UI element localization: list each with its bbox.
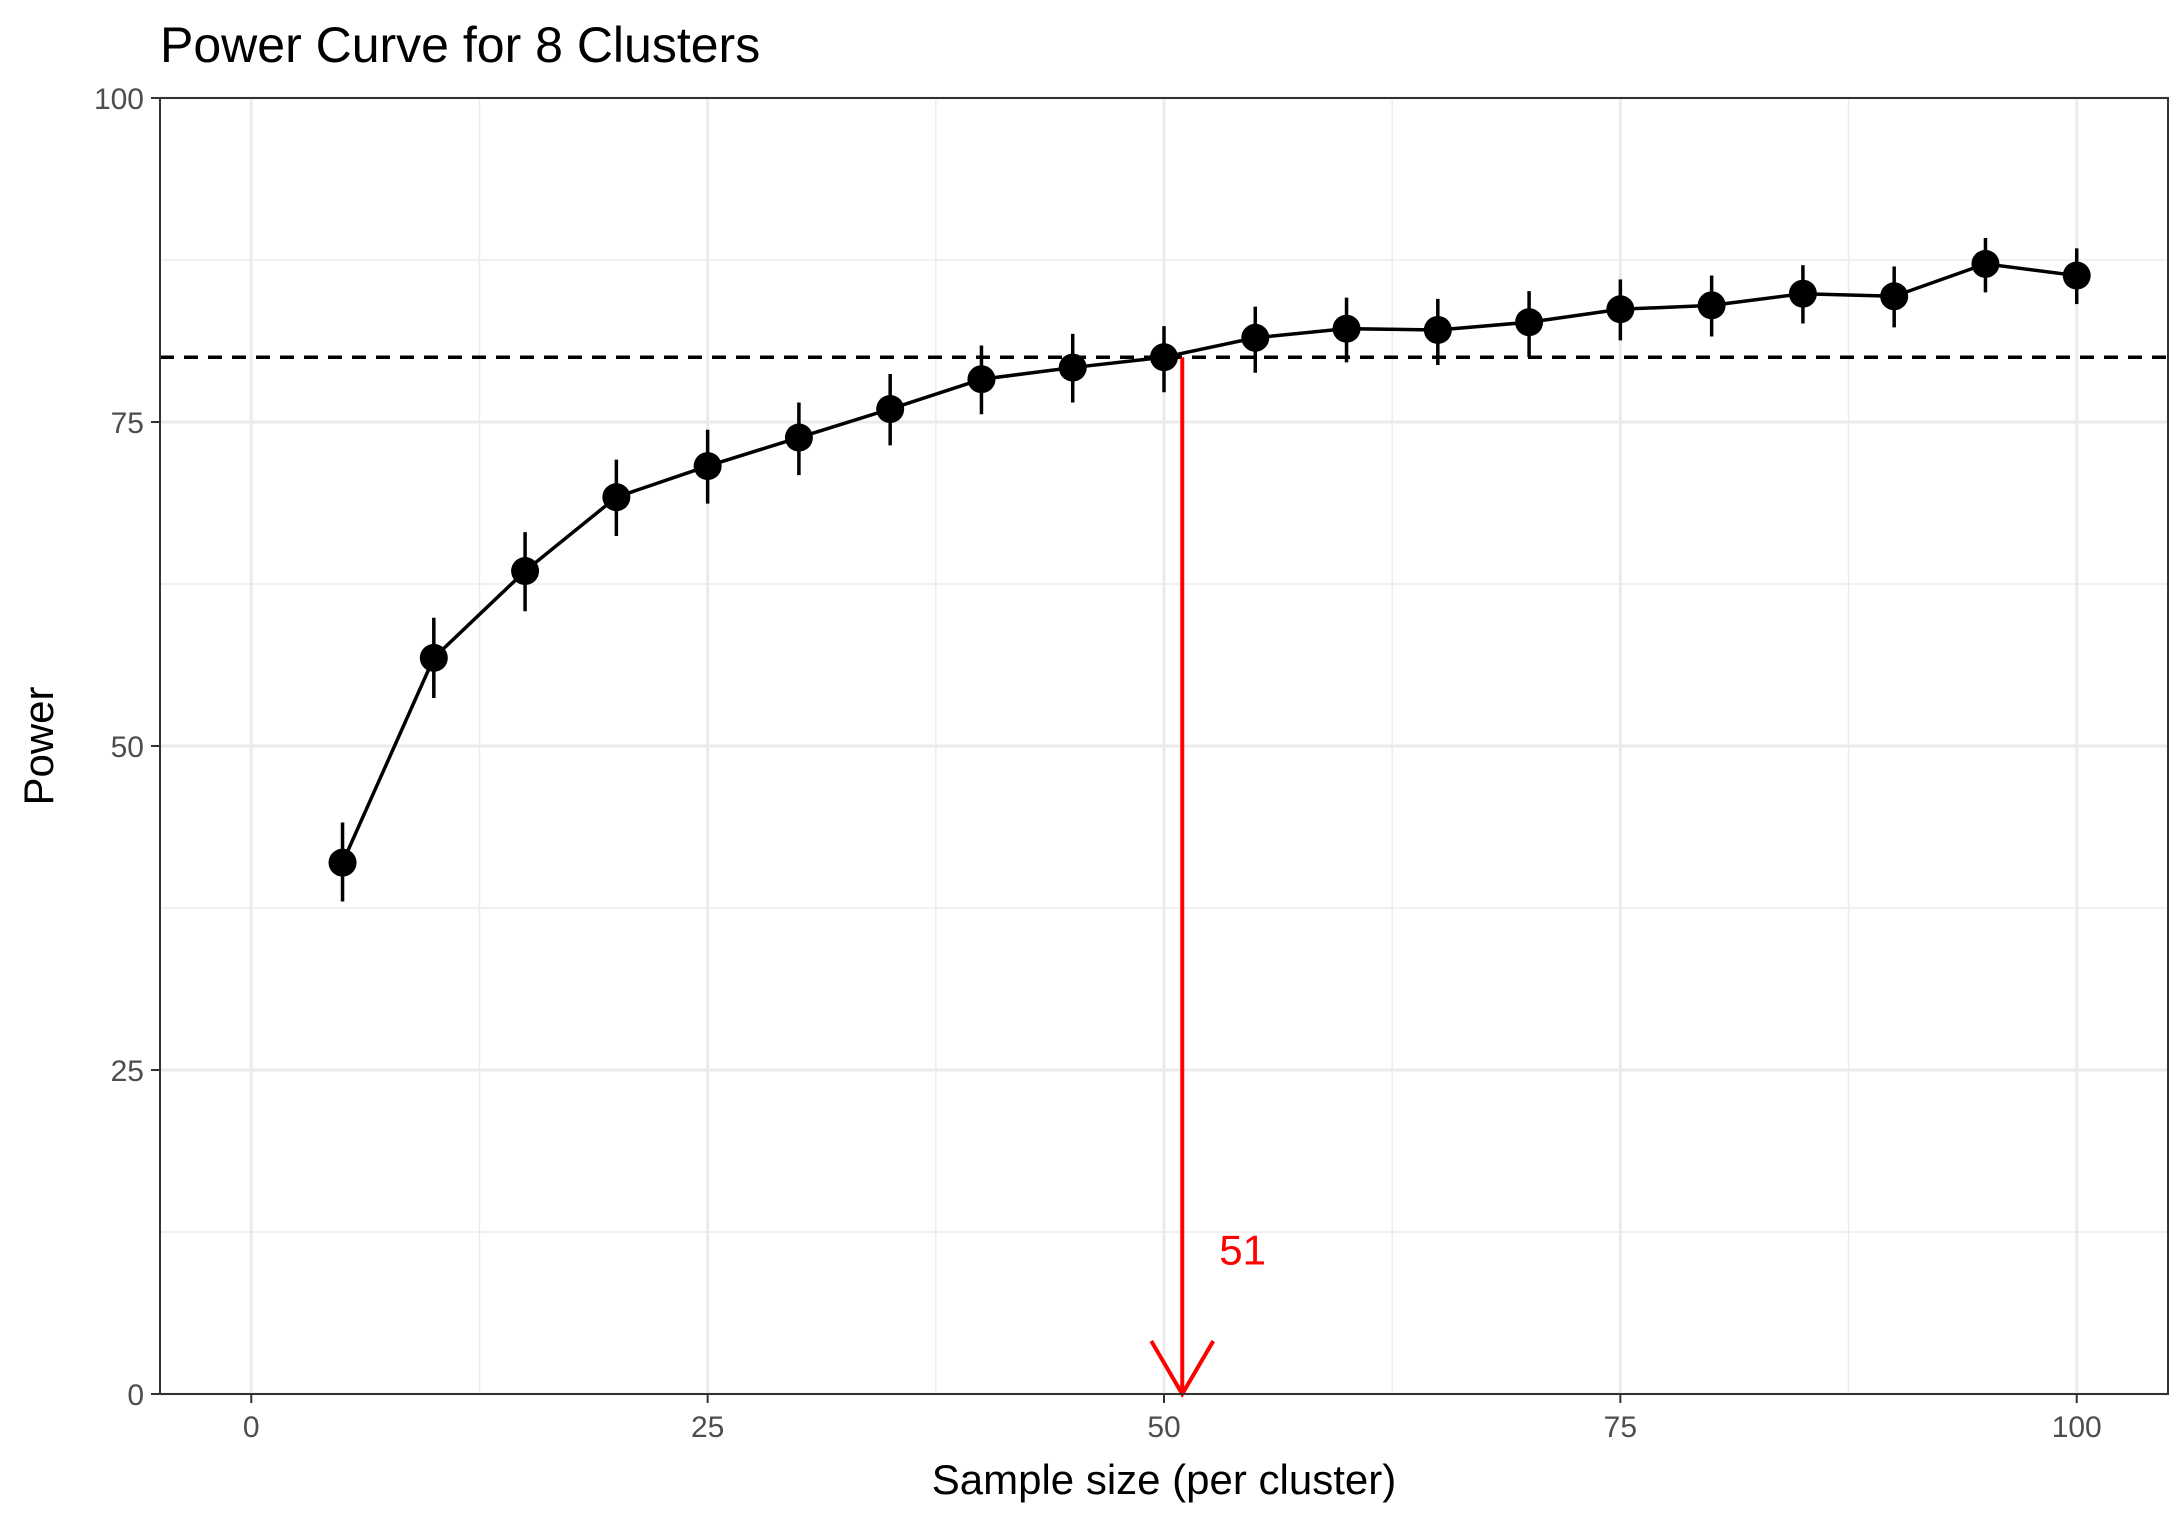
- series-layer: [328, 237, 2091, 902]
- y-axis-title: Power: [15, 686, 62, 805]
- annotation-label: 51: [1219, 1226, 1266, 1273]
- data-point: [784, 423, 813, 452]
- y-tick-label: 0: [127, 1379, 144, 1412]
- x-tick-label: 75: [1604, 1411, 1637, 1444]
- x-tick-label: 25: [691, 1411, 724, 1444]
- data-point: [1058, 353, 1087, 382]
- data-point: [1150, 343, 1178, 372]
- data-point: [1788, 279, 1817, 308]
- data-point: [876, 395, 905, 424]
- chart-title: Power Curve for 8 Clusters: [160, 17, 760, 73]
- data-point: [1423, 315, 1452, 344]
- data-point: [328, 848, 357, 877]
- y-tick-label: 25: [111, 1055, 144, 1088]
- data-point: [1241, 323, 1270, 352]
- y-tick-label: 100: [94, 83, 144, 116]
- y-tick-label: 75: [111, 407, 144, 440]
- data-point: [1515, 308, 1544, 337]
- data-point: [419, 643, 448, 672]
- data-point: [1332, 314, 1361, 343]
- series-line: [340, 262, 2077, 864]
- data-point: [693, 452, 722, 481]
- x-tick-label: 100: [2052, 1411, 2102, 1444]
- data-point: [967, 365, 996, 394]
- x-axis-title: Sample size (per cluster): [932, 1456, 1396, 1503]
- x-tick-label: 0: [243, 1411, 260, 1444]
- data-point: [602, 483, 631, 512]
- data-point: [1697, 291, 1726, 320]
- data-point: [2062, 261, 2091, 290]
- x-tick-label: 50: [1147, 1411, 1180, 1444]
- data-point: [1880, 282, 1909, 311]
- y-tick-label: 50: [111, 731, 144, 764]
- axes: 0 25 50 75 100 0 25 50 75 100: [94, 83, 2102, 1444]
- data-point: [1606, 295, 1635, 324]
- data-point: [511, 557, 540, 586]
- data-point: [1971, 249, 2000, 278]
